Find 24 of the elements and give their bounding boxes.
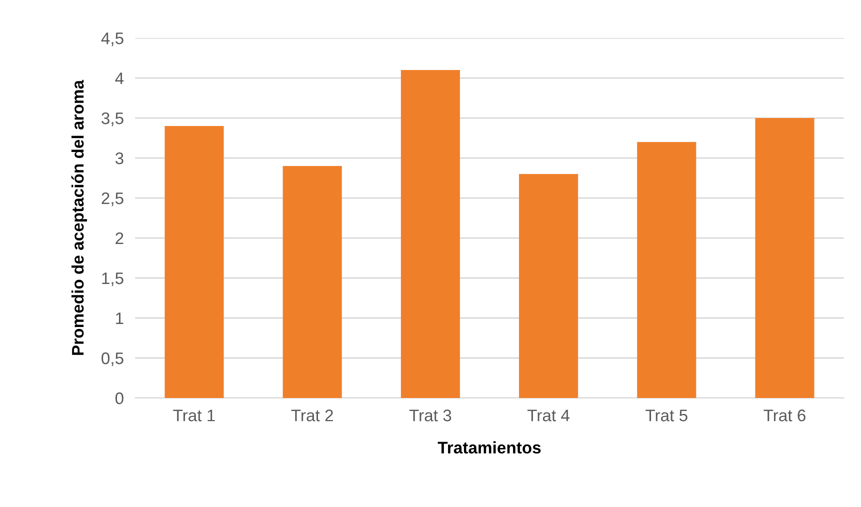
y-tick-label: 4,5	[101, 32, 124, 46]
x-tick-label: Trat 5	[646, 410, 688, 422]
y-tick-label: 0,5	[102, 352, 124, 366]
bar	[400, 70, 460, 398]
x-tick-label: Trat 6	[764, 410, 806, 422]
y-tick-label: 1	[116, 312, 124, 324]
x-axis-title: Tratamientos	[438, 441, 541, 454]
bar	[519, 174, 578, 398]
x-tick-label: Trat 2	[291, 410, 333, 422]
x-tick-label: Trat 4	[527, 410, 570, 422]
y-tick-label: 3,5	[102, 112, 124, 126]
bar	[282, 166, 342, 398]
y-tick-label: 2	[116, 232, 124, 244]
y-tick-label: 0	[115, 392, 124, 404]
y-tick-label: 1,5	[102, 272, 124, 286]
x-tick-label: Trat 3	[409, 410, 452, 422]
y-tick-label: 2,5	[102, 192, 124, 206]
y-tick-label: 3	[115, 152, 124, 164]
bar	[637, 142, 696, 398]
bar	[164, 126, 224, 398]
y-tick-label: 4	[115, 72, 124, 84]
x-tick-label: Trat 1	[173, 410, 215, 422]
bar	[755, 118, 814, 398]
y-axis-title: Promedio de aceptación del aroma	[71, 80, 88, 355]
